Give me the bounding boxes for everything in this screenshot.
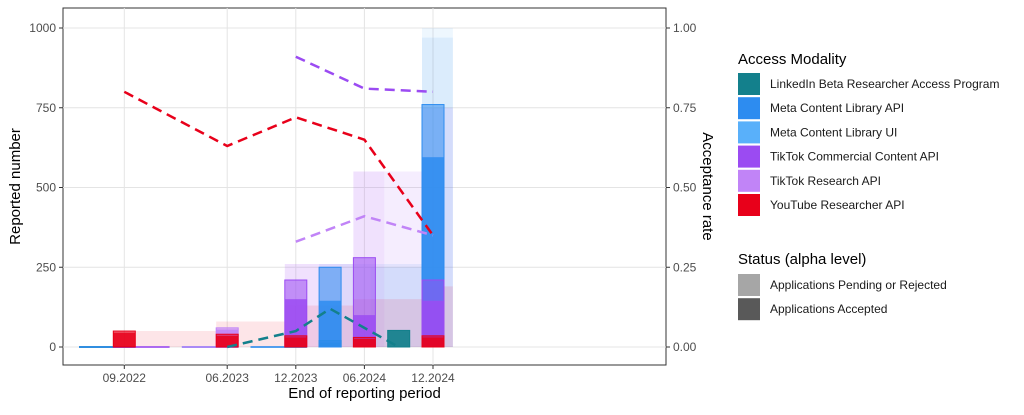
legend-label-linkedin-beta-researcher-access-program: LinkedIn Beta Researcher Access Program (770, 77, 999, 91)
legend-key-meta-content-library-ui (738, 121, 760, 144)
legend-key-youtube-researcher-api (738, 194, 760, 216)
y-left-tick-label: 500 (36, 181, 56, 195)
legend-label-status: Applications Pending or Rejected (770, 278, 947, 292)
y-left-tick-label: 250 (36, 260, 56, 274)
bar-accepted-youtube-researcher-api (353, 339, 376, 347)
legend-key-tiktok-research-api (738, 169, 760, 192)
legend-label-meta-content-library-ui: Meta Content Library UI (770, 125, 897, 139)
x-tick-label: 09.2022 (103, 371, 147, 385)
legend-title-status: Status (alpha level) (738, 251, 866, 268)
bar-accepted-youtube-researcher-api (113, 332, 136, 347)
x-tick-label: 06.2023 (206, 371, 250, 385)
x-axis-title: End of reporting period (288, 385, 441, 402)
bar-accepted-linkedin-beta-researcher-access-program (387, 330, 410, 347)
x-tick-label: 12.2024 (411, 371, 455, 385)
legend-title-modality: Access Modality (738, 51, 847, 68)
y-right-axis-title: Acceptance rate (699, 132, 716, 240)
legend-label-tiktok-research-api: TikTok Research API (770, 174, 881, 188)
legend-key-tiktok-commercial-content-api (738, 145, 760, 168)
legend-key-status (738, 274, 760, 296)
y-right-tick-label: 0.50 (673, 181, 697, 195)
legend-key-meta-content-library-api (738, 97, 760, 120)
ribbon-meta-content-library-api (319, 37, 453, 347)
legend-key-linkedin-beta-researcher-access-program (738, 73, 760, 95)
y-left-axis-title: Reported number (7, 128, 24, 245)
y-right-tick-label: 1.00 (673, 21, 697, 35)
bar-accepted-youtube-researcher-api (216, 335, 239, 347)
acceptance-line-tiktok-commercial-content-api (295, 55, 434, 94)
bar-accepted-meta-content-library-api (319, 300, 342, 347)
y-right-tick-label: 0.00 (673, 340, 697, 354)
y-right-tick-label: 0.75 (673, 101, 697, 115)
axes-layer: 0 250 500 750 1000 0.00 0.25 0.50 0.75 1.00 09.202… (7, 21, 716, 402)
legend-key-status (738, 298, 760, 321)
legend-label-meta-content-library-api: Meta Content Library API (770, 101, 904, 115)
x-tick-label: 06.2024 (343, 371, 387, 385)
legend-label-youtube-researcher-api: YouTube Researcher API (770, 198, 905, 212)
acceptance-line-linkedin-beta-researcher-access-program (226, 307, 400, 349)
y-left-tick-label: 0 (49, 340, 56, 354)
bar-accepted-tiktok-commercial-content-api (284, 299, 307, 347)
legend-label-status: Applications Accepted (770, 302, 887, 316)
acceptance-line-tiktok-research-api (295, 214, 434, 243)
legend-label-tiktok-commercial-content-api: TikTok Commercial Content API (770, 150, 939, 164)
legend: Access Modality LinkedIn Beta Researcher … (738, 51, 999, 321)
bar-accepted-youtube-researcher-api (422, 337, 444, 347)
x-tick-label: 12.2023 (274, 371, 318, 385)
acceptance-lines (123, 55, 435, 349)
y-left-tick-label: 750 (36, 101, 56, 115)
y-right-tick-label: 0.25 (673, 260, 697, 274)
bar-accepted-youtube-researcher-api (284, 337, 307, 347)
y-left-tick-label: 1000 (29, 21, 56, 35)
